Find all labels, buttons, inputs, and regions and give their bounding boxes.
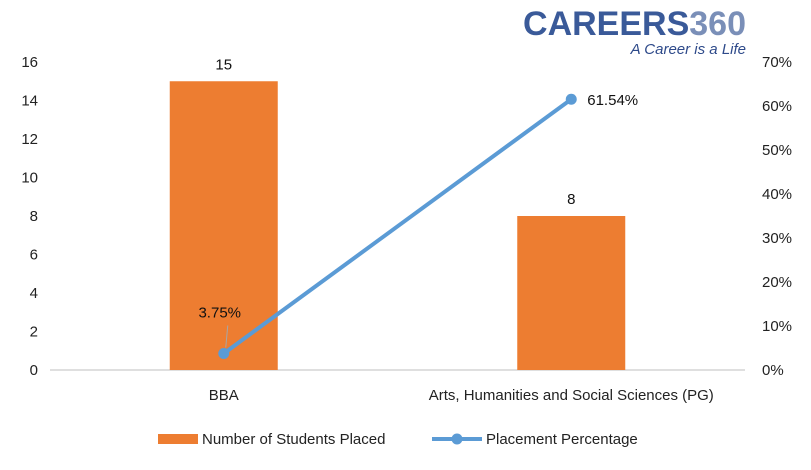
y-left-tick-label: 6 [30, 247, 38, 264]
y-axis-left: 0 2 4 6 8 10 12 14 16 [21, 54, 38, 379]
legend-line-marker [451, 433, 463, 445]
y-left-tick-label: 2 [30, 324, 38, 341]
svg-text:CAREERS360: CAREERS360 [523, 5, 746, 43]
brand-name-bold: CAREERS [523, 5, 689, 43]
line-data-label: 3.75% [198, 305, 241, 322]
brand-tagline: A Career is a Life [630, 41, 746, 58]
y-axis-right: 0% 10% 20% 30% 40% 50% 60% 70% [762, 54, 792, 379]
y-right-tick-label: 40% [762, 186, 792, 203]
y-right-tick-label: 60% [762, 98, 792, 115]
line-path [221, 97, 574, 356]
y-right-tick-label: 50% [762, 142, 792, 159]
y-right-tick-label: 10% [762, 318, 792, 335]
legend-label: Number of Students Placed [202, 431, 385, 448]
y-left-tick-label: 10 [21, 170, 38, 187]
line-marker [565, 93, 577, 105]
y-left-tick-label: 0 [30, 362, 38, 379]
y-left-tick-label: 16 [21, 54, 38, 71]
y-left-tick-label: 4 [30, 285, 38, 302]
x-axis-categories: BBA Arts, Humanities and Social Sciences … [209, 387, 714, 404]
bar [169, 81, 278, 370]
bar-data-label: 8 [567, 191, 575, 208]
y-left-tick-label: 8 [30, 208, 38, 225]
x-category-label: Arts, Humanities and Social Sciences (PG… [429, 387, 714, 404]
y-right-tick-label: 30% [762, 230, 792, 247]
y-left-tick-label: 12 [21, 131, 38, 148]
line-data-label: 61.54% [587, 92, 638, 109]
y-right-tick-label: 70% [762, 54, 792, 71]
line-series: 3.75% 61.54% [198, 92, 638, 359]
y-right-tick-label: 0% [762, 362, 784, 379]
legend-label: Placement Percentage [486, 431, 638, 448]
label-leader-line [225, 325, 229, 348]
bar-series: 15 8 [169, 56, 626, 370]
legend-bar-swatch [158, 434, 198, 444]
legend: Number of Students Placed Placement Perce… [158, 431, 638, 448]
line-marker [218, 348, 230, 359]
brand-logo-graphic: CAREERS360 A Career is a Life [523, 5, 746, 58]
x-category-label: BBA [209, 387, 239, 404]
y-right-tick-label: 20% [762, 274, 792, 291]
brand-name-light: 360 [689, 5, 746, 43]
brand-logo: CAREERS360 A Career is a Life [501, 2, 751, 62]
bar-data-label: 15 [215, 56, 232, 73]
y-left-tick-label: 14 [21, 93, 38, 110]
bar [517, 216, 626, 370]
